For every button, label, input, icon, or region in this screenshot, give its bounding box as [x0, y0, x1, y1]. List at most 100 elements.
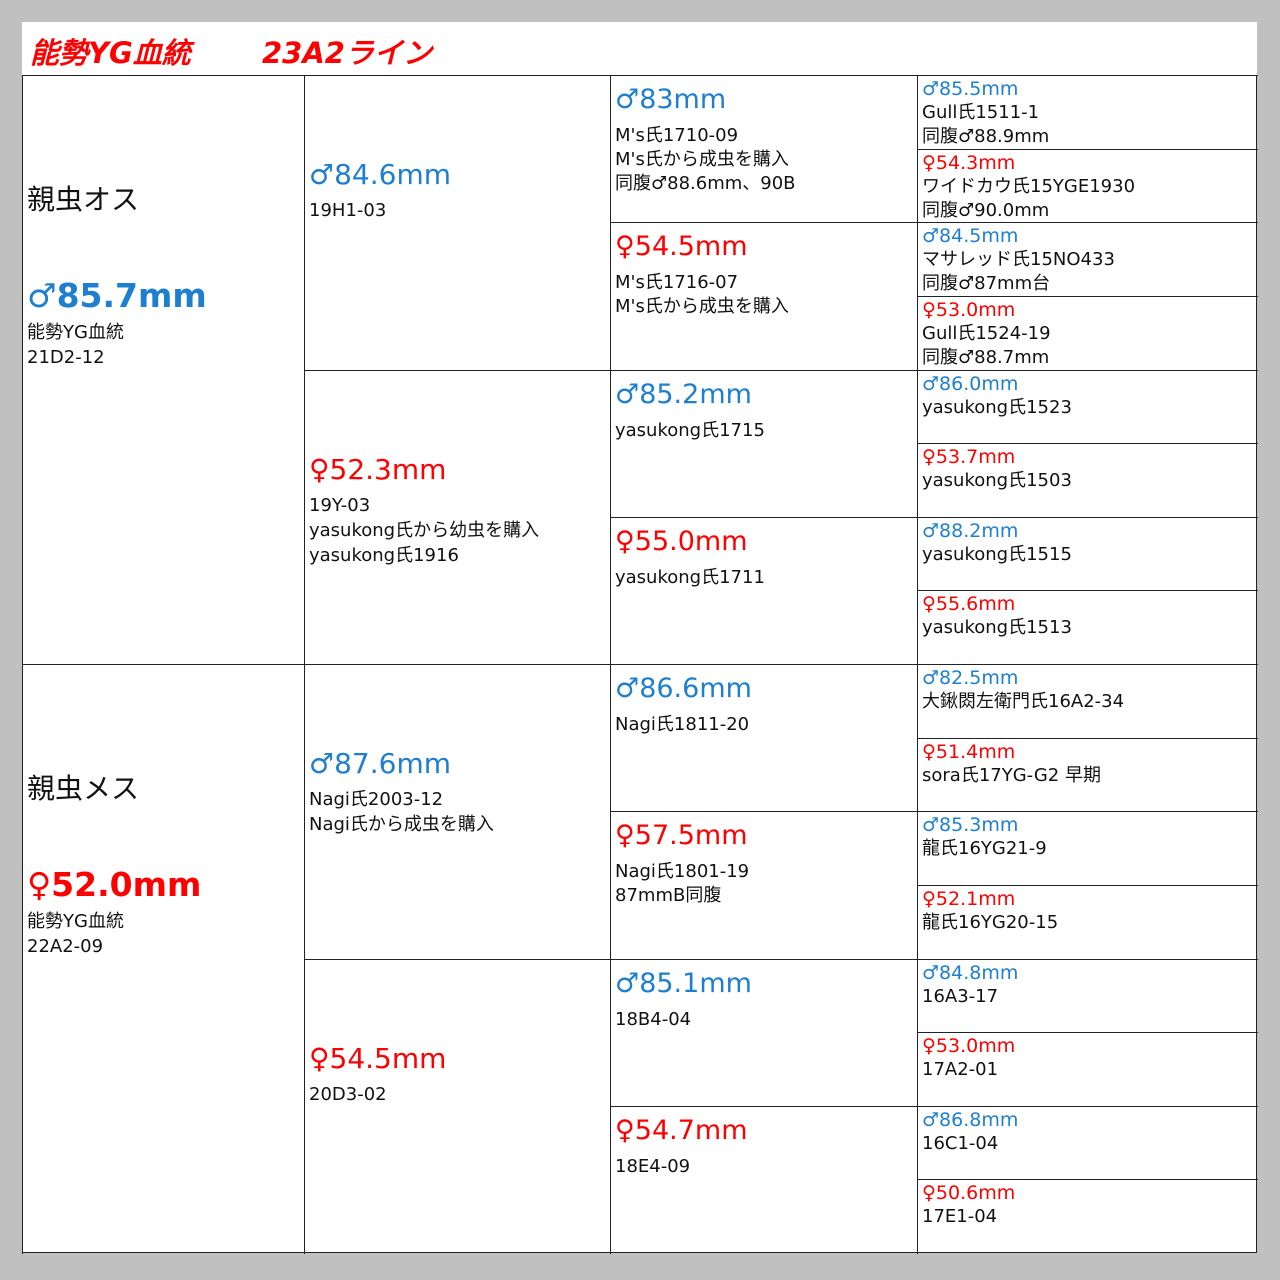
info-line: M's氏1710-09: [615, 125, 739, 146]
info-line: M's氏から成虫を購入: [615, 149, 789, 170]
info-line: 19H1-03: [309, 200, 387, 221]
male-size: ♂85.3mm: [922, 814, 1019, 837]
male-size: ♂83mm: [615, 84, 727, 115]
line-title: 23A2ライン: [262, 36, 432, 70]
female-size: ♀57.5mm: [615, 820, 748, 852]
great-grandparent-cell: ♂85.1mm 18B4-04: [610, 958, 918, 1107]
male-size: ♂86.6mm: [615, 673, 752, 704]
info-lines: yasukong氏1715: [615, 419, 765, 443]
great-grandparent-cell: ♀55.0mm yasukong氏1711: [610, 516, 918, 665]
grandparent-cell: ♂84.6mm 19H1-03: [304, 75, 611, 371]
great-great-grandparent-cell: ♂85.5mm Gull氏1511-1 同腹♂88.9mm: [917, 75, 1258, 150]
info-lines: 19Y-03 yasukong氏から幼虫を購入 yasukong氏1916: [309, 493, 539, 568]
info-line: 同腹♂88.9mm: [922, 126, 1050, 147]
info-lines: yasukong氏1503: [922, 469, 1072, 493]
great-grandparent-cell: ♀54.5mm M's氏1716-07 M's氏から成虫を購入: [610, 222, 918, 371]
info-line: 龍氏16YG21-9: [922, 838, 1047, 860]
great-great-grandparent-cell: ♀54.3mm ワイドカウ氏15YGE1930 同腹♂90.0mm: [917, 148, 1258, 224]
great-great-grandparent-cell: ♀53.0mm 17A2-01: [917, 1032, 1258, 1107]
info-lines: 18E4-09: [615, 1155, 690, 1179]
info-line: yasukong氏1523: [922, 396, 1072, 418]
female-size: ♀54.3mm: [922, 151, 1016, 174]
info-line: 19Y-03: [309, 494, 371, 516]
info-line: yasukong氏1503: [922, 470, 1072, 492]
parent-cell: 親虫メス ♀52.0mm 能勢YG血統 22A2-09: [22, 664, 305, 1254]
male-size: ♂85.7mm: [27, 276, 207, 315]
info-lines: Gull氏1511-1 同腹♂88.9mm: [922, 101, 1049, 149]
info-line: yasukong氏1513: [922, 617, 1072, 639]
info-line: Gull氏1524-19: [922, 322, 1051, 344]
female-size: ♀52.0mm: [27, 865, 202, 904]
male-size: ♂82.5mm: [922, 667, 1019, 689]
info-line: ワイドカウ氏15YGE1930: [922, 175, 1136, 197]
info-line: M's氏から成虫を購入: [615, 296, 789, 318]
male-size: ♂84.5mm: [922, 225, 1019, 248]
great-great-grandparent-cell: ♀55.6mm yasukong氏1513: [917, 590, 1258, 665]
female-size: ♀53.0mm: [922, 1035, 1016, 1058]
male-size: ♂85.5mm: [922, 78, 1019, 100]
info-line: M's氏1716-07: [615, 272, 739, 294]
female-size: ♀55.0mm: [615, 525, 748, 557]
great-great-grandparent-cell: ♂86.8mm 16C1-04: [917, 1105, 1258, 1181]
info-line: Nagi氏から成虫を購入: [309, 814, 494, 835]
info-lines: M's氏1716-07 M's氏から成虫を購入: [615, 271, 789, 319]
info-lines: 龍氏16YG20-15: [922, 911, 1058, 935]
great-great-grandparent-cell: ♂82.5mm 大鍬閦左衛門氏16A2-34: [917, 664, 1258, 739]
male-size: ♂87.6mm: [309, 747, 451, 780]
info-lines: Nagi氏2003-12 Nagi氏から成虫を購入: [309, 787, 494, 837]
grandparent-cell: ♀52.3mm 19Y-03 yasukong氏から幼虫を購入 yasukong氏19…: [304, 369, 611, 665]
male-size: ♂86.8mm: [922, 1108, 1019, 1131]
great-great-grandparent-cell: ♀53.7mm yasukong氏1503: [917, 443, 1258, 518]
male-size: ♂85.2mm: [615, 378, 752, 410]
male-size: ♂84.6mm: [309, 158, 451, 191]
info-lines: M's氏1710-09 M's氏から成虫を購入 同腹♂88.6mm、90B: [615, 124, 796, 196]
info-line: 大鍬閦左衛門氏16A2-34: [922, 691, 1125, 712]
info-lines: 17A2-01: [922, 1058, 998, 1082]
info-line: yasukong氏1515: [922, 543, 1072, 565]
info-lines: Nagi氏1801-19 87mmB同腹: [615, 860, 749, 908]
parent-heading: 親虫オス: [27, 183, 140, 216]
info-lines: Gull氏1524-19 同腹♂88.7mm: [922, 322, 1051, 370]
info-line: 16C1-04: [922, 1132, 999, 1154]
bloodline-title: 能勢YG血統: [30, 36, 191, 70]
info-line: 17E1-04: [922, 1206, 998, 1228]
great-great-grandparent-cell: ♀50.6mm 17E1-04: [917, 1179, 1258, 1254]
female-size: ♀52.3mm: [309, 452, 447, 486]
grandparent-cell: ♂87.6mm Nagi氏2003-12 Nagi氏から成虫を購入: [304, 664, 611, 960]
info-lines: 17E1-04: [922, 1205, 997, 1229]
info-line: 能勢YG血統: [27, 911, 124, 932]
info-line: Gull氏1511-1: [922, 102, 1040, 123]
female-size: ♀50.6mm: [922, 1182, 1016, 1205]
info-lines: Nagi氏1811-20: [615, 713, 749, 737]
info-lines: 16A3-17: [922, 985, 998, 1009]
great-great-grandparent-cell: ♂84.8mm 16A3-17: [917, 958, 1258, 1034]
female-size: ♀52.1mm: [922, 887, 1016, 910]
grandparent-cell: ♀54.5mm 20D3-02: [304, 958, 611, 1254]
info-line: 同腹♂87mm台: [922, 273, 1051, 295]
info-lines: yasukong氏1523: [922, 396, 1072, 420]
info-line: 18E4-09: [615, 1155, 691, 1177]
great-great-grandparent-cell: ♂85.3mm 龍氏16YG21-9: [917, 811, 1258, 886]
female-size: ♀51.4mm: [922, 740, 1016, 763]
great-grandparent-cell: ♂83mm M's氏1710-09 M's氏から成虫を購入 同腹♂88.6mm、90B: [610, 75, 918, 224]
info-lines: yasukong氏1515: [922, 543, 1072, 567]
pedigree-sheet: 能勢YG血統 23A2ライン 親虫オス ♂85.7mm 能勢YG血統 21D2-12 親…: [22, 22, 1258, 1254]
female-size: ♀54.5mm: [615, 231, 748, 263]
parent-cell: 親虫オス ♂85.7mm 能勢YG血統 21D2-12: [22, 75, 305, 665]
info-line: 能勢YG血統: [27, 322, 124, 343]
great-great-grandparent-cell: ♀52.1mm 龍氏16YG20-15: [917, 884, 1258, 960]
info-line: yasukong氏1916: [309, 544, 459, 566]
info-line: 20D3-02: [309, 1083, 387, 1105]
great-great-grandparent-cell: ♂88.2mm yasukong氏1515: [917, 516, 1258, 592]
great-great-grandparent-cell: ♀51.4mm sora氏17YG-G2 早期: [917, 737, 1258, 813]
info-lines: 16C1-04: [922, 1132, 998, 1156]
great-grandparent-cell: ♀57.5mm Nagi氏1801-19 87mmB同腹: [610, 811, 918, 960]
info-line: Nagi氏2003-12: [309, 789, 444, 810]
female-size: ♀53.0mm: [922, 298, 1016, 321]
info-line: 21D2-12: [27, 347, 105, 368]
info-lines: sora氏17YG-G2 早期: [922, 764, 1101, 788]
female-size: ♀54.7mm: [615, 1114, 748, 1146]
info-lines: 18B4-04: [615, 1008, 691, 1032]
info-lines: マサレッド氏15NO433 同腹♂87mm台: [922, 248, 1115, 296]
great-great-grandparent-cell: ♀53.0mm Gull氏1524-19 同腹♂88.7mm: [917, 295, 1258, 371]
